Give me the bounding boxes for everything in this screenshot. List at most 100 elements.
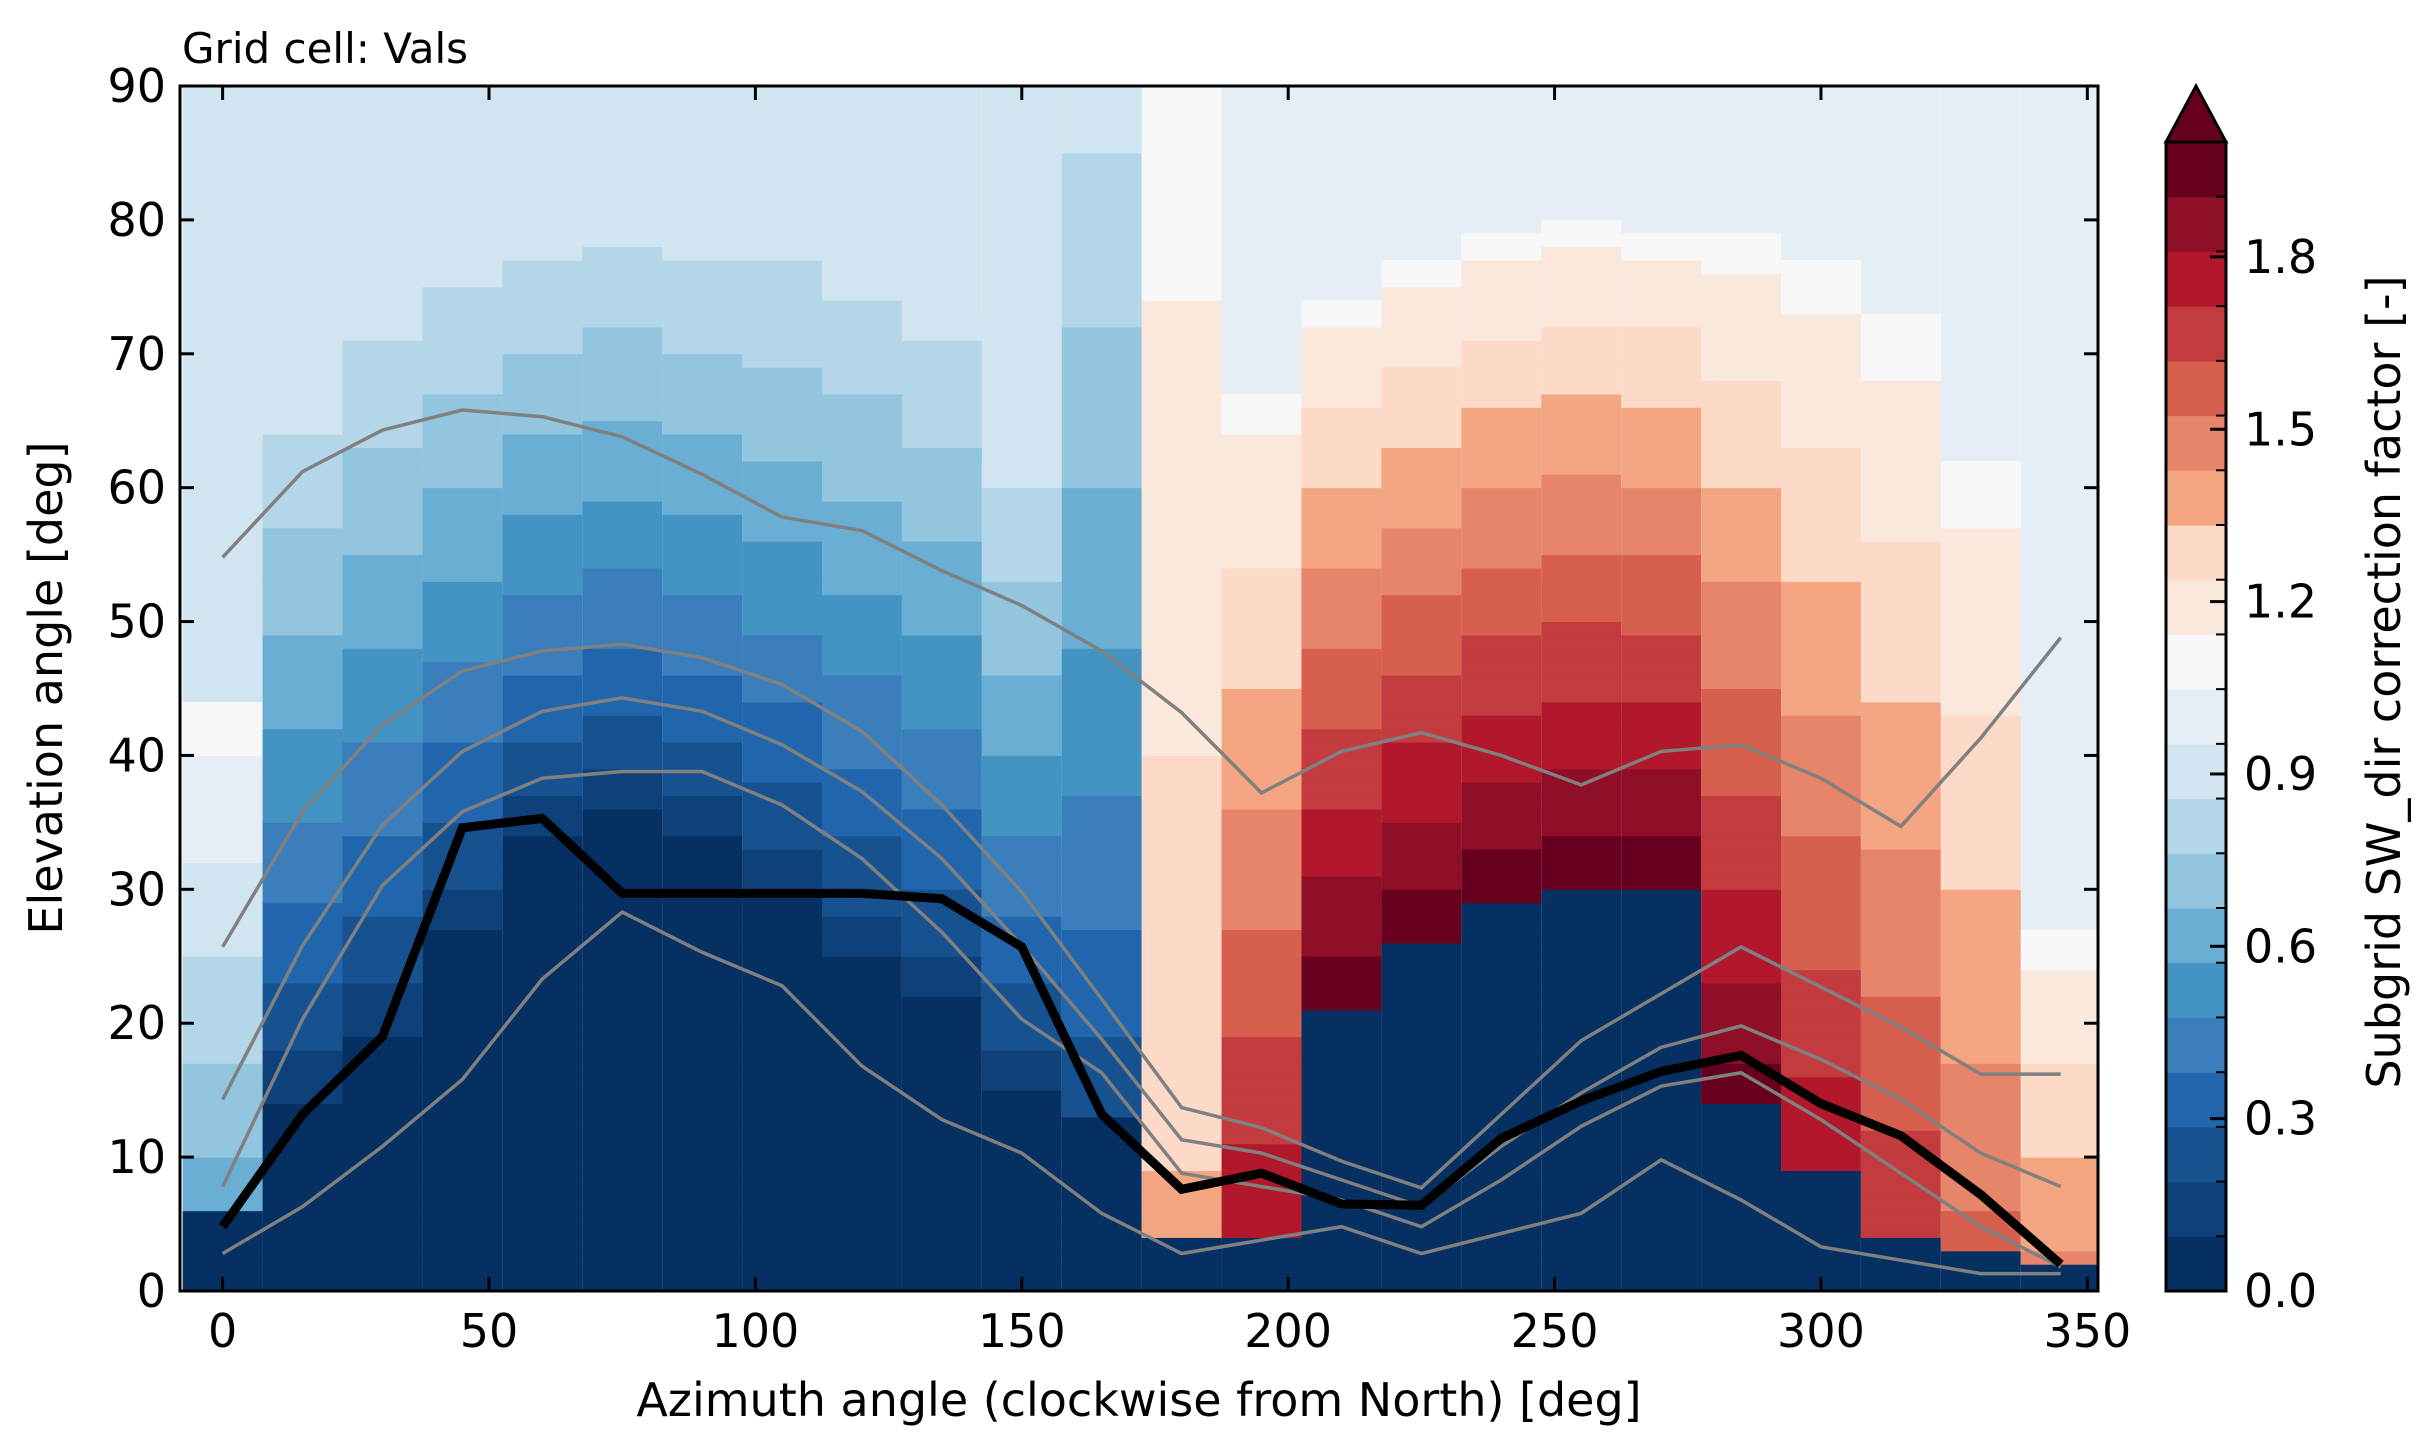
heatmap-cell — [1541, 233, 1622, 248]
heatmap-cell — [901, 367, 983, 382]
heatmap-cell — [1221, 1103, 1302, 1118]
heatmap-cell — [1461, 969, 1542, 984]
heatmap-cell — [1701, 568, 1782, 582]
heatmap-cell — [2020, 996, 2099, 1011]
heatmap-cell — [1940, 1023, 2022, 1038]
heatmap-cell — [1461, 460, 1542, 475]
heatmap-cell — [262, 621, 343, 636]
heatmap-cell — [502, 1116, 583, 1131]
heatmap-cell — [1780, 983, 1862, 997]
heatmap-cell — [1381, 969, 1462, 984]
heatmap-cell — [342, 1224, 423, 1238]
heatmap-cell — [981, 1250, 1063, 1265]
heatmap-cell — [262, 822, 343, 837]
heatmap-cell — [1301, 862, 1382, 877]
heatmap-cell — [1541, 1277, 1622, 1292]
heatmap-cell — [821, 353, 903, 368]
heatmap-cell — [1061, 795, 1143, 810]
heatmap-cell — [742, 875, 823, 890]
heatmap-cell — [1381, 514, 1462, 529]
colorbar-swatch — [2166, 908, 2226, 964]
heatmap-cell — [1301, 1116, 1382, 1131]
heatmap-cell — [1940, 634, 2022, 649]
heatmap-cell — [1621, 728, 1702, 743]
heatmap-cell — [981, 581, 1063, 596]
heatmap-cell — [182, 1036, 264, 1051]
heatmap-cell — [821, 795, 903, 810]
heatmap-cell — [981, 1157, 1063, 1171]
heatmap-cell — [1461, 728, 1542, 743]
heatmap-cell — [1701, 929, 1782, 944]
heatmap-cell — [342, 327, 423, 341]
heatmap-cell — [1141, 246, 1223, 261]
heatmap-cell — [1860, 688, 1942, 703]
heatmap-cell — [422, 313, 503, 328]
heatmap-cell — [662, 434, 743, 448]
heatmap-cell — [901, 768, 983, 783]
heatmap-cell — [1061, 393, 1143, 408]
heatmap-cell — [1940, 983, 2022, 997]
heatmap-cell — [901, 728, 983, 743]
heatmap-cell — [1461, 1277, 1542, 1292]
heatmap-cell — [1221, 527, 1302, 542]
series-line-bold — [218, 813, 2064, 1268]
heatmap-cell — [582, 902, 663, 917]
heatmap-cell — [342, 380, 423, 395]
heatmap-cell — [981, 889, 1063, 904]
colorbar-swatch — [2166, 470, 2226, 526]
heatmap-cell — [662, 929, 743, 944]
heatmap-cell — [1701, 367, 1782, 382]
heatmap-cell — [1780, 393, 1862, 408]
heatmap-cell — [1141, 1076, 1223, 1091]
heatmap-cell — [1541, 835, 1622, 850]
heatmap-cell — [981, 474, 1063, 489]
heatmap-cell — [1461, 688, 1542, 703]
heatmap-cell — [1301, 1090, 1382, 1105]
heatmap-cell — [1301, 367, 1382, 382]
heatmap-cell — [1621, 1237, 1702, 1252]
heatmap-cell — [2020, 1210, 2099, 1225]
heatmap-cell — [2020, 1157, 2099, 1171]
heatmap-cell — [742, 1130, 823, 1145]
heatmap-cell — [901, 1143, 983, 1158]
heatmap-cell — [582, 648, 663, 663]
heatmap-cell — [1141, 956, 1223, 971]
heatmap-cell — [422, 1264, 503, 1279]
heatmap-cell — [1621, 916, 1702, 930]
heatmap-cell — [1141, 393, 1223, 408]
heatmap-cell — [901, 996, 983, 1011]
heatmap-cell — [1780, 822, 1862, 837]
heatmap-cell — [1701, 889, 1782, 904]
heatmap-cell — [1940, 1250, 2022, 1265]
heatmap-cell — [1301, 1250, 1382, 1265]
heatmap-cell — [981, 1237, 1063, 1252]
heatmap-cell — [1221, 393, 1302, 408]
heatmap-cell — [742, 795, 823, 810]
heatmap-cell — [582, 1063, 663, 1078]
heatmap-cell — [1061, 219, 1143, 234]
heatmap-cell — [502, 1250, 583, 1265]
heatmap-cell — [1381, 407, 1462, 422]
heatmap-cell — [1061, 86, 1143, 100]
heatmap-cell — [901, 983, 983, 997]
heatmap-cell — [422, 688, 503, 703]
heatmap-cell — [1141, 889, 1223, 904]
heatmap-cell — [821, 862, 903, 877]
heatmap-cell — [1780, 648, 1862, 663]
heatmap-cell — [1461, 447, 1542, 462]
heatmap-cell — [342, 956, 423, 971]
heatmap-cell — [1221, 1183, 1302, 1198]
heatmap-cell — [901, 1023, 983, 1038]
heatmap-cell — [821, 1023, 903, 1038]
heatmap-cell — [1701, 327, 1782, 341]
heatmap-cell — [1461, 554, 1542, 569]
heatmap-cell — [582, 715, 663, 730]
heatmap-cell — [1860, 327, 1942, 341]
heatmap-cell — [582, 353, 663, 368]
heatmap-cell — [1381, 541, 1462, 556]
heatmap-cell — [1301, 514, 1382, 529]
heatmap-cell — [1221, 514, 1302, 529]
heatmap-cell — [2020, 1116, 2099, 1131]
heatmap-cell — [1701, 1143, 1782, 1158]
heatmap-cell — [182, 942, 264, 957]
